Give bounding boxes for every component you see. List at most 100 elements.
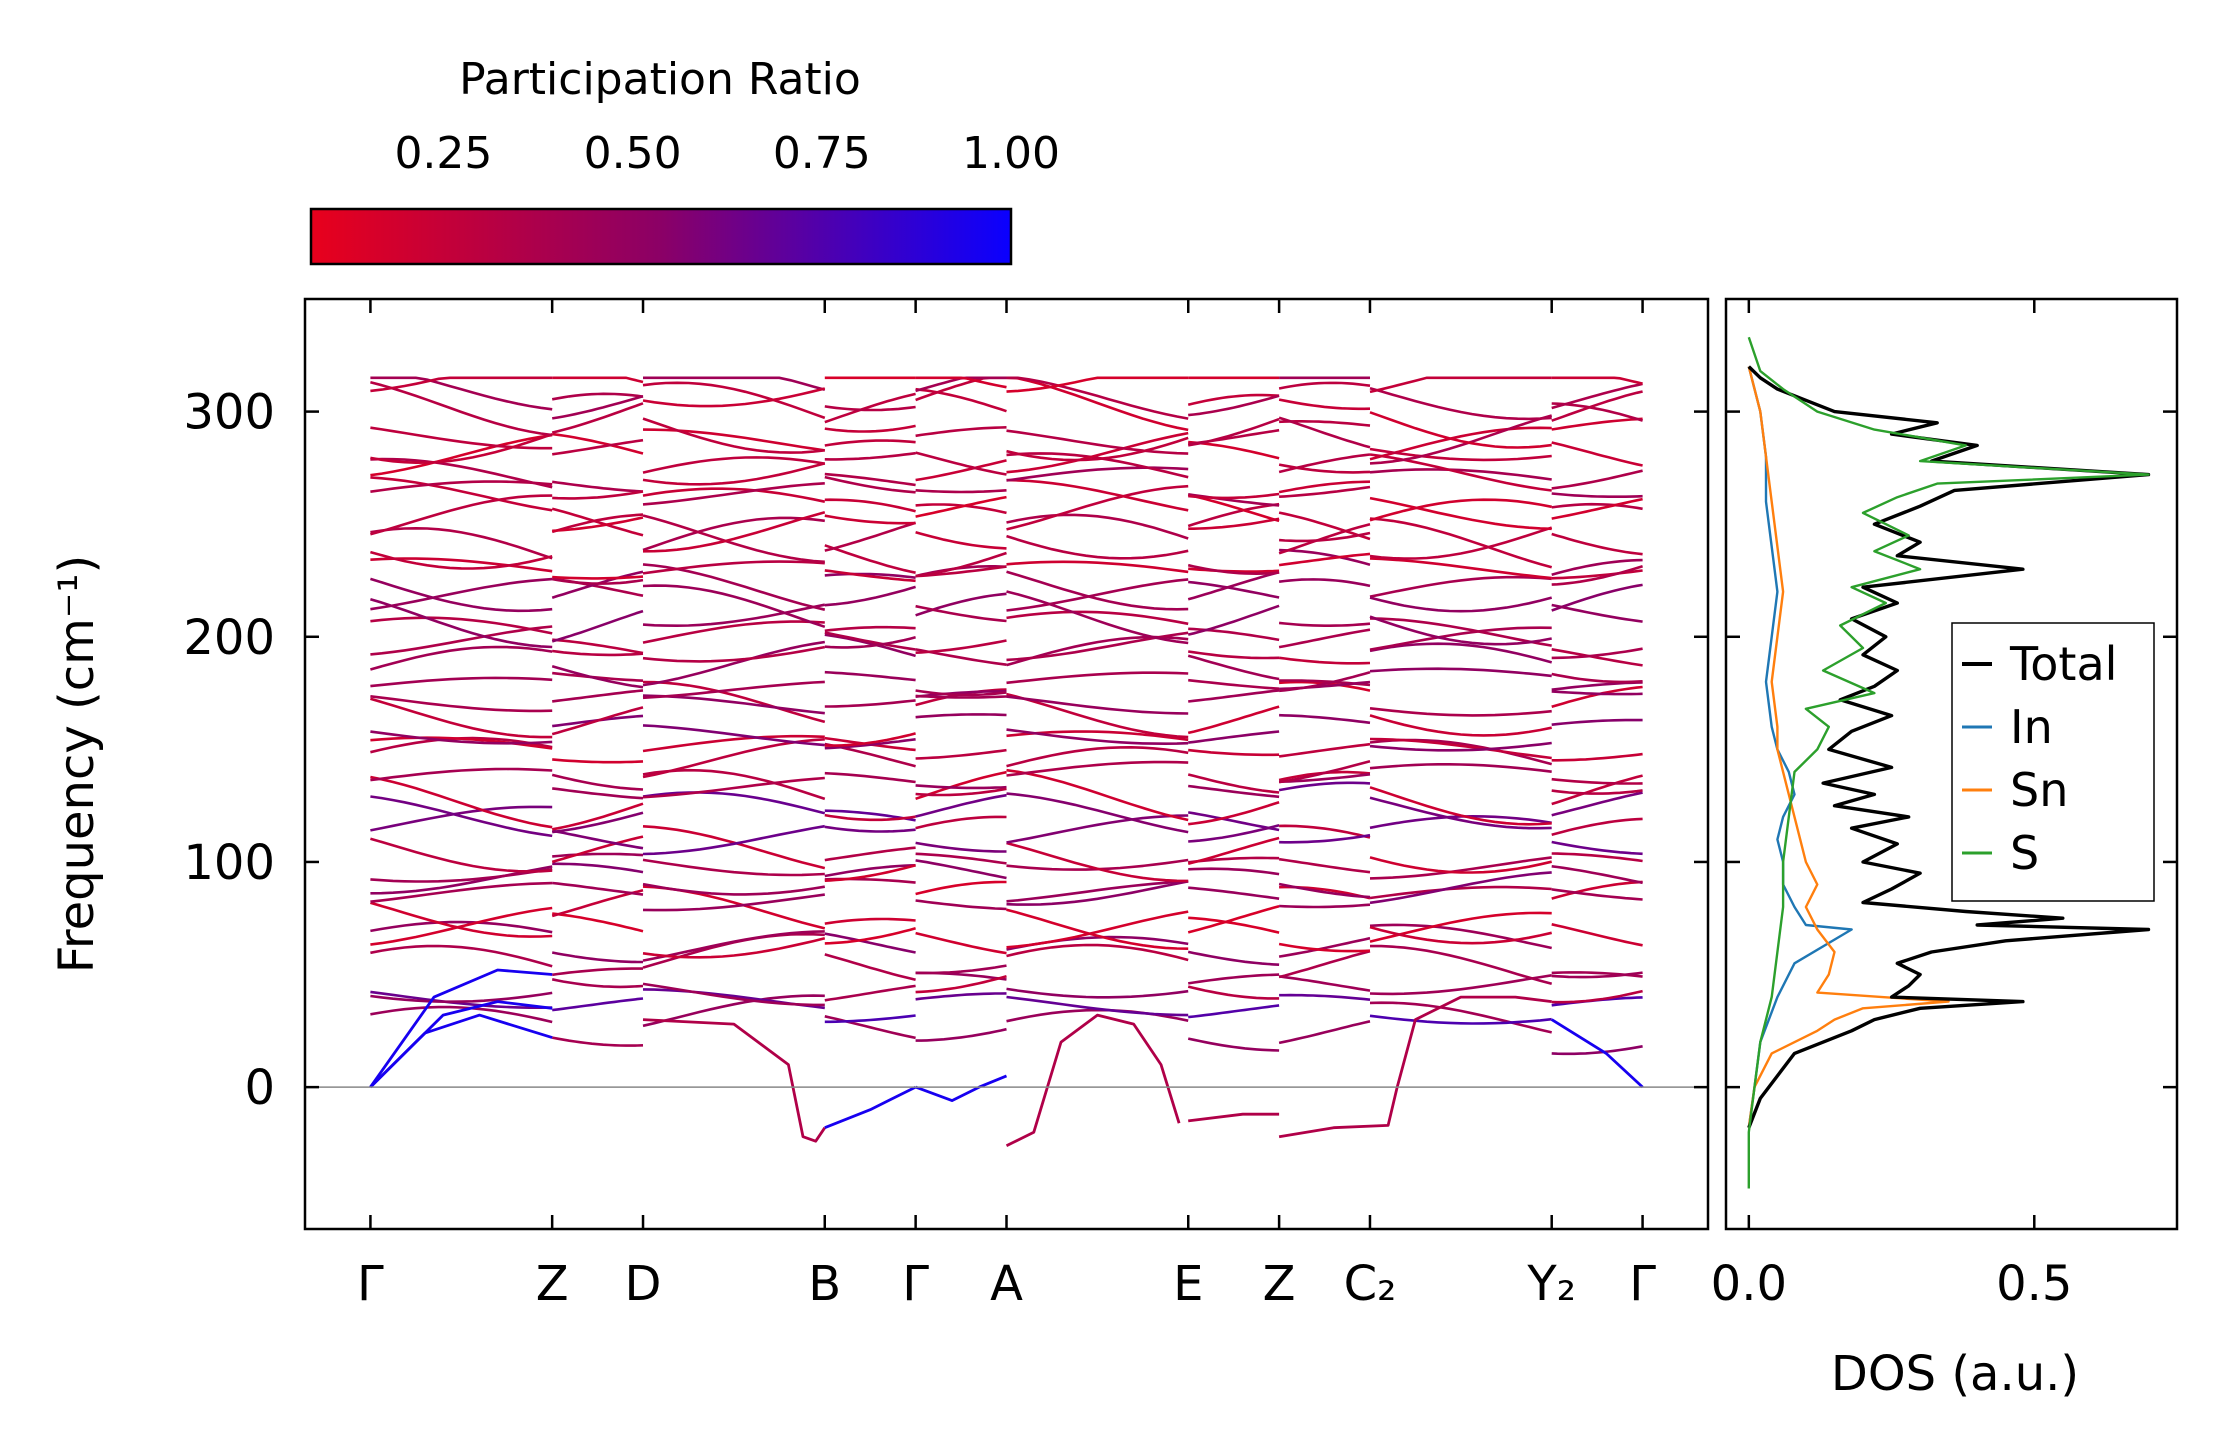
optical-band [1188,567,1280,573]
optical-band [1006,376,1189,393]
optical-band [1278,942,1371,953]
optical-band [1278,621,1371,627]
k-point-label: Z [1263,1256,1296,1312]
optical-band [1551,817,1643,837]
optical-band [824,864,916,878]
band-ylabel: Frequency (cm⁻¹) [49,555,105,973]
optical-band [1551,441,1643,467]
optical-band [1187,773,1280,794]
optical-band [552,967,643,977]
optical-band [1369,1001,1552,1034]
optical-band [1006,631,1189,662]
optical-band [552,997,644,1012]
optical-band [1188,650,1280,660]
optical-band [370,1005,553,1024]
optical-band [1369,387,1552,421]
colorbar-tick-label: 1.00 [962,128,1060,179]
optical-band [1278,936,1371,958]
optical-band [915,592,1007,617]
band-frame [303,297,1710,1231]
dos-frame [1724,297,2179,1231]
optical-band [370,597,553,649]
k-point-label: E [1173,1256,1203,1312]
optical-band [642,516,825,552]
optical-band [1369,575,1552,598]
optical-band [642,381,826,420]
optical-band [1006,466,1189,482]
optical-band [370,480,553,493]
optical-band [1188,730,1280,744]
optical-band [915,387,1007,413]
optical-band [370,494,553,536]
optical-band [915,793,1007,818]
soft-mode-EZ [1188,1112,1280,1123]
optical-band [824,699,916,708]
optical-band [370,577,553,611]
optical-band [1369,526,1553,560]
optical-band [1188,1004,1280,1019]
acoustic-Y2G [1550,1018,1644,1089]
optical-band [370,767,553,782]
optical-band [642,560,825,575]
optical-band [1006,792,1189,834]
colorbar-title: Participation Ratio [459,54,861,105]
optical-band [824,625,916,633]
optical-band [370,550,553,570]
optical-band [1369,856,1552,880]
optical-band [824,405,916,412]
optical-band [1369,1014,1552,1025]
optical-band [1188,678,1280,690]
optical-band [824,451,916,461]
optical-band [1188,517,1280,530]
optical-band [1278,671,1371,693]
optical-band [1551,502,1643,511]
optical-band [1006,728,1189,746]
optical-band [915,639,1007,654]
colorbar-tick-label: 0.50 [584,128,682,179]
optical-band [1278,523,1371,555]
optical-band [1278,381,1371,390]
optical-band [824,738,916,750]
optical-band [915,459,1007,482]
optical-band [1006,429,1189,455]
colorbar-tick-label: 0.25 [394,128,492,179]
optical-band [1187,985,1280,1000]
optical-band [1279,531,1371,543]
optical-band [824,514,916,525]
optical-band [552,432,644,455]
optical-band [1551,532,1643,556]
optical-band [1006,987,1189,999]
optical-band [1187,950,1280,966]
optical-band [370,526,553,560]
optical-band [915,694,1007,699]
optical-band [824,585,916,607]
optical-band [1188,689,1280,703]
optical-band [370,645,553,671]
optical-band [551,835,644,864]
optical-band [551,802,644,831]
optical-band [1551,564,1643,586]
optical-band [551,706,644,736]
optical-band [642,930,825,962]
optical-band [1187,563,1280,576]
optical-band [370,433,553,477]
optical-band [370,990,553,1009]
optical-band [1006,590,1189,645]
optical-band [1279,773,1371,784]
optical-band [1279,824,1371,839]
optical-band [1278,759,1371,784]
optical-band [915,899,1007,911]
optical-band [551,507,644,537]
optical-band [1006,376,1189,432]
optical-band [1188,394,1280,417]
optical-band [824,472,916,487]
optical-band [915,604,1007,623]
optical-band [915,689,1007,697]
legend-label: In [2010,700,2053,754]
legend-box [1951,622,2155,902]
optical-band [552,811,644,834]
optical-band [370,991,553,1004]
optical-band [642,694,825,715]
optical-band [1006,436,1189,462]
optical-band [1369,376,1552,394]
